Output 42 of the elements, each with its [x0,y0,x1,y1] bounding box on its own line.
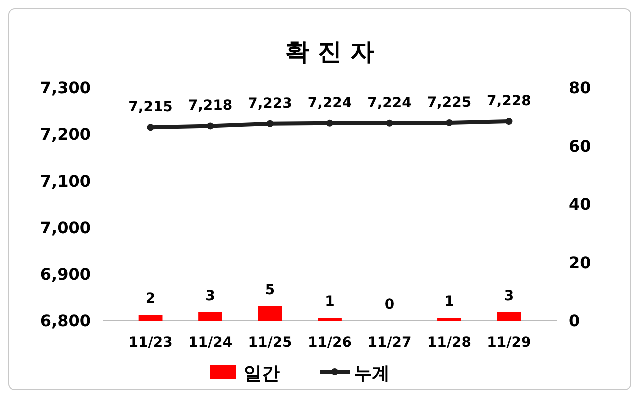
point [446,119,453,126]
data-label: 7,224 [368,95,412,112]
legend-label: 일간 [244,363,280,384]
x-tick-label: 11/26 [308,335,352,351]
data-label: 1 [444,294,454,310]
x-tick-label: 11/24 [188,335,233,351]
data-label: 2 [146,291,156,308]
x-tick-label: 11/23 [128,335,173,351]
data-label: 3 [504,288,514,304]
data-label: 7,223 [248,96,292,112]
y2-tick-label: 0 [569,312,580,331]
y-tick-label: 6,900 [40,265,91,284]
point [386,120,394,127]
chart-title: 확 진 자 [286,38,374,66]
data-label: 7,225 [427,94,472,111]
data-label: 7,228 [487,94,532,110]
point [326,120,334,127]
point [266,120,274,128]
y2-tick-label: 80 [569,78,592,98]
y-tick-label: 7,200 [40,125,91,144]
data-label: 7,218 [188,98,233,114]
y2-tick-label: 60 [569,136,592,156]
data-label: 5 [265,282,276,298]
y-tick-label: 6,800 [40,312,91,331]
data-label: 7,215 [128,100,173,116]
point [207,122,214,130]
legend-label: 누계 [354,363,390,384]
y2-tick-label: 20 [569,253,592,272]
data-label: 3 [206,288,216,304]
point [147,124,154,132]
y-tick-label: 7,100 [40,172,91,191]
data-label: 1 [325,294,335,310]
x-tick-label: 11/25 [248,335,292,351]
x-tick-label: 11/28 [427,335,472,351]
x-tick-label: 11/29 [487,335,532,351]
y2-tick-label: 40 [569,195,592,214]
y-tick-label: 7,000 [40,218,91,238]
y-tick-label: 7,300 [40,78,91,98]
x-tick-label: 11/27 [368,335,412,351]
point [506,118,513,126]
data-label: 7,224 [308,95,352,112]
data-label: 0 [384,297,395,313]
